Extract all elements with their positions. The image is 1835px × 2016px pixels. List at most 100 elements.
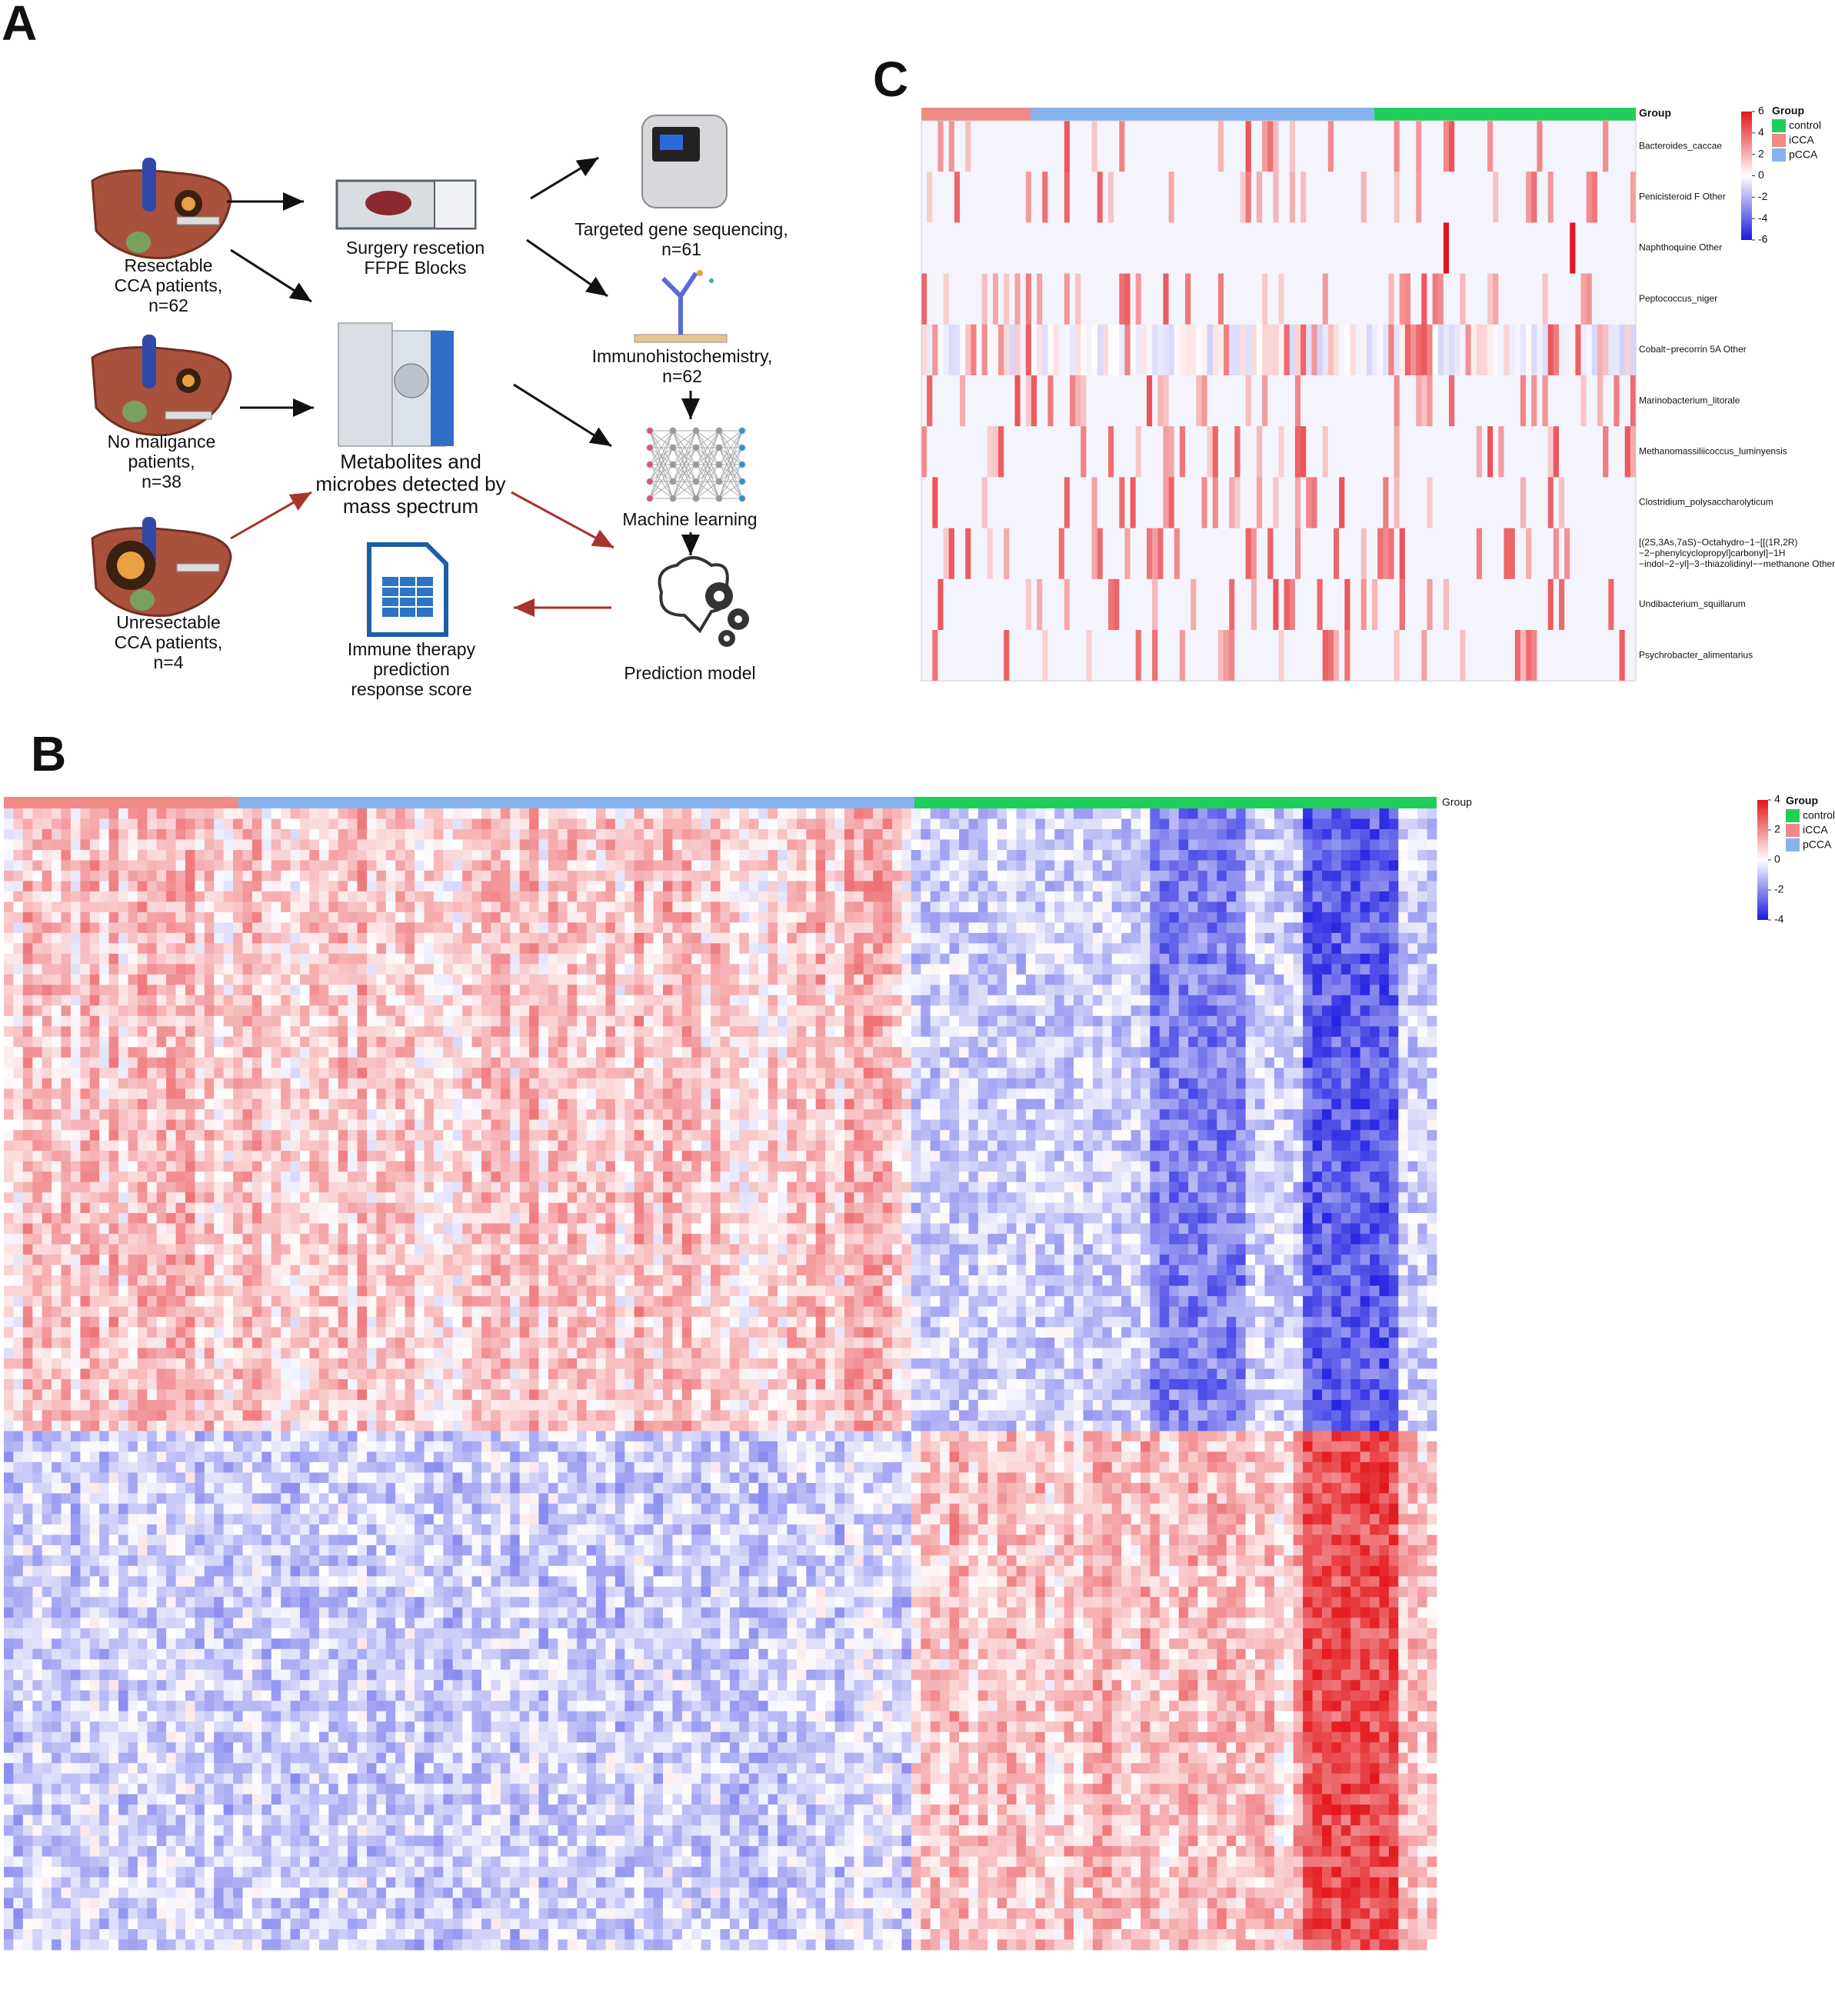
heatmap-cell (405, 1649, 415, 1660)
heatmap-cell (271, 1898, 281, 1909)
heatmap-cell (338, 1421, 348, 1431)
heatmap-cell (386, 1171, 396, 1182)
heatmap-cell (23, 1047, 33, 1058)
heatmap-cell (395, 1171, 405, 1182)
heatmap-cell (395, 808, 405, 819)
heatmap-cell (147, 1286, 157, 1297)
heatmap-cell (405, 1130, 415, 1141)
heatmap-cell (395, 975, 405, 985)
heatmap-cell (224, 954, 234, 965)
heatmap-cell (328, 1753, 338, 1764)
heatmap-cell (271, 1296, 281, 1307)
heatmap-cell (52, 1649, 62, 1660)
heatmap-cell (23, 1005, 33, 1016)
heatmap-cell (291, 985, 301, 995)
heatmap-cell (243, 1514, 253, 1524)
heatmap-cell (138, 1265, 148, 1276)
heatmap-cell (319, 1192, 329, 1203)
heatmap-cell (405, 1161, 415, 1172)
heatmap-cell (128, 1908, 138, 1919)
heatmap-cell (243, 943, 253, 954)
heatmap-cell (376, 1483, 386, 1494)
heatmap-cell (42, 1099, 52, 1110)
heatmap-cell (300, 943, 310, 954)
heatmap-cell (243, 829, 253, 840)
heatmap-cell (128, 1068, 138, 1078)
heatmap-cell (157, 1182, 167, 1193)
heatmap-cell (80, 1411, 90, 1421)
heatmap-cell (62, 829, 72, 840)
heatmap-cell (32, 1649, 42, 1660)
heatmap-cell (261, 819, 271, 830)
heatmap-cell (395, 1358, 405, 1369)
heatmap-cell (224, 1109, 234, 1120)
heatmap-cell (4, 901, 14, 912)
heatmap-cell (214, 1348, 224, 1359)
heatmap-cell (4, 1358, 14, 1369)
heatmap-cell (261, 1878, 271, 1888)
heatmap-cell (13, 1878, 23, 1888)
heatmap-cell (291, 1701, 301, 1711)
heatmap-cell (319, 1763, 329, 1774)
heatmap-cell (166, 1566, 176, 1577)
heatmap-cell (118, 943, 128, 954)
heatmap-cell (80, 1576, 90, 1587)
heatmap-cell (233, 1763, 243, 1774)
heatmap-cell (32, 1421, 42, 1431)
heatmap-cell (281, 1753, 291, 1764)
heatmap-cell (376, 850, 386, 861)
heatmap-cell (99, 943, 109, 954)
heatmap-cell (128, 1224, 138, 1235)
heatmap-cell (52, 871, 62, 881)
heatmap-cell (271, 1608, 281, 1618)
heatmap-cell (42, 1483, 52, 1494)
heatmap-cell (52, 1317, 62, 1328)
heatmap-cell (166, 995, 176, 1006)
heatmap-cell (300, 1618, 310, 1628)
heatmap-cell (425, 964, 435, 975)
heatmap-cell (90, 1908, 100, 1919)
heatmap-cell (62, 1421, 72, 1431)
heatmap-cell (42, 1545, 52, 1556)
heatmap-cell (271, 1441, 281, 1452)
heatmap-cell (224, 1587, 234, 1598)
heatmap-cell (328, 1794, 338, 1805)
heatmap-cell (348, 1815, 358, 1826)
heatmap-cell (147, 1058, 157, 1068)
heatmap-cell (309, 954, 319, 965)
heatmap-cell (157, 1825, 167, 1836)
heatmap-cell (386, 1037, 396, 1048)
heatmap-cell (300, 881, 310, 891)
heatmap-cell (52, 985, 62, 995)
heatmap-cell (62, 1245, 72, 1255)
heatmap-cell (23, 1721, 33, 1732)
heatmap-cell (62, 1742, 72, 1753)
heatmap-cell (328, 1400, 338, 1411)
heatmap-cell (71, 1774, 81, 1784)
heatmap-cell (224, 881, 234, 891)
heatmap-cell (338, 1804, 348, 1815)
heatmap-cell (52, 1161, 62, 1172)
heatmap-cell (261, 1784, 271, 1794)
heatmap-cell (138, 1421, 148, 1431)
heatmap-cell (243, 1296, 253, 1307)
heatmap-cell (281, 1245, 291, 1255)
heatmap-cell (300, 1878, 310, 1888)
heatmap-cell (109, 1431, 119, 1442)
heatmap-cell (367, 829, 377, 840)
heatmap-cell (395, 1815, 405, 1826)
heatmap-cell (358, 1338, 368, 1348)
heatmap-cell (109, 1566, 119, 1577)
heatmap-cell (386, 1328, 396, 1338)
heatmap-cell (300, 1411, 310, 1421)
heatmap-cell (118, 840, 128, 851)
heatmap-cell (348, 1794, 358, 1805)
heatmap-cell (99, 901, 109, 912)
heatmap-cell (157, 850, 167, 861)
heatmap-cell (4, 1171, 14, 1182)
heatmap-cell (62, 1618, 72, 1628)
heatmap-cell (338, 1815, 348, 1826)
heatmap-cell (233, 1192, 243, 1203)
heatmap-cell (147, 1171, 157, 1182)
heatmap-cell (80, 1088, 90, 1099)
